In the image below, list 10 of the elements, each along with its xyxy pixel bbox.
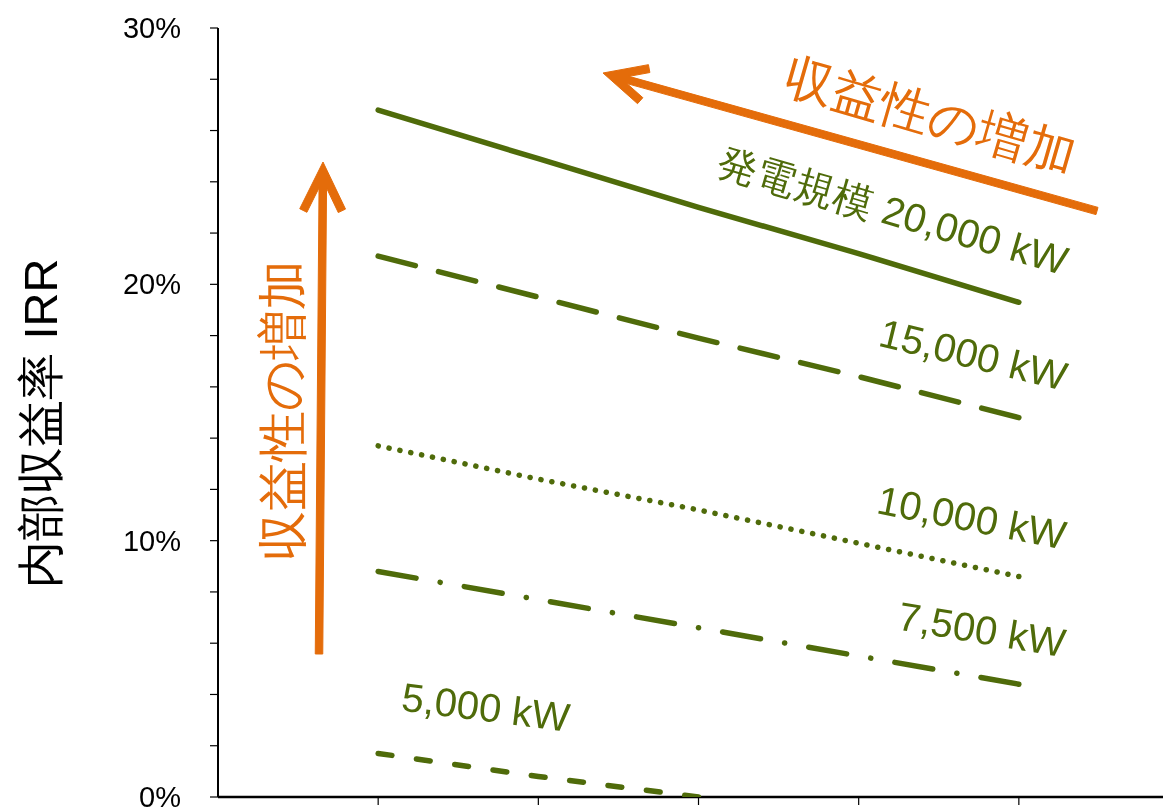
y-tick-label: 30% <box>122 12 181 44</box>
y-axis-title: 内部収益率 IRR <box>13 258 67 588</box>
y-tick-label: 10% <box>122 524 181 557</box>
text: 15,000 kW <box>875 310 1072 399</box>
y-tick-label: 20% <box>122 268 181 301</box>
text: 7,500 kW <box>894 593 1070 666</box>
text: 5,000 kW <box>399 674 573 740</box>
text: 10,000 kW <box>873 477 1070 558</box>
annotation: 収益性の増加 <box>255 259 311 561</box>
y-tick-label: 0% <box>139 781 181 810</box>
